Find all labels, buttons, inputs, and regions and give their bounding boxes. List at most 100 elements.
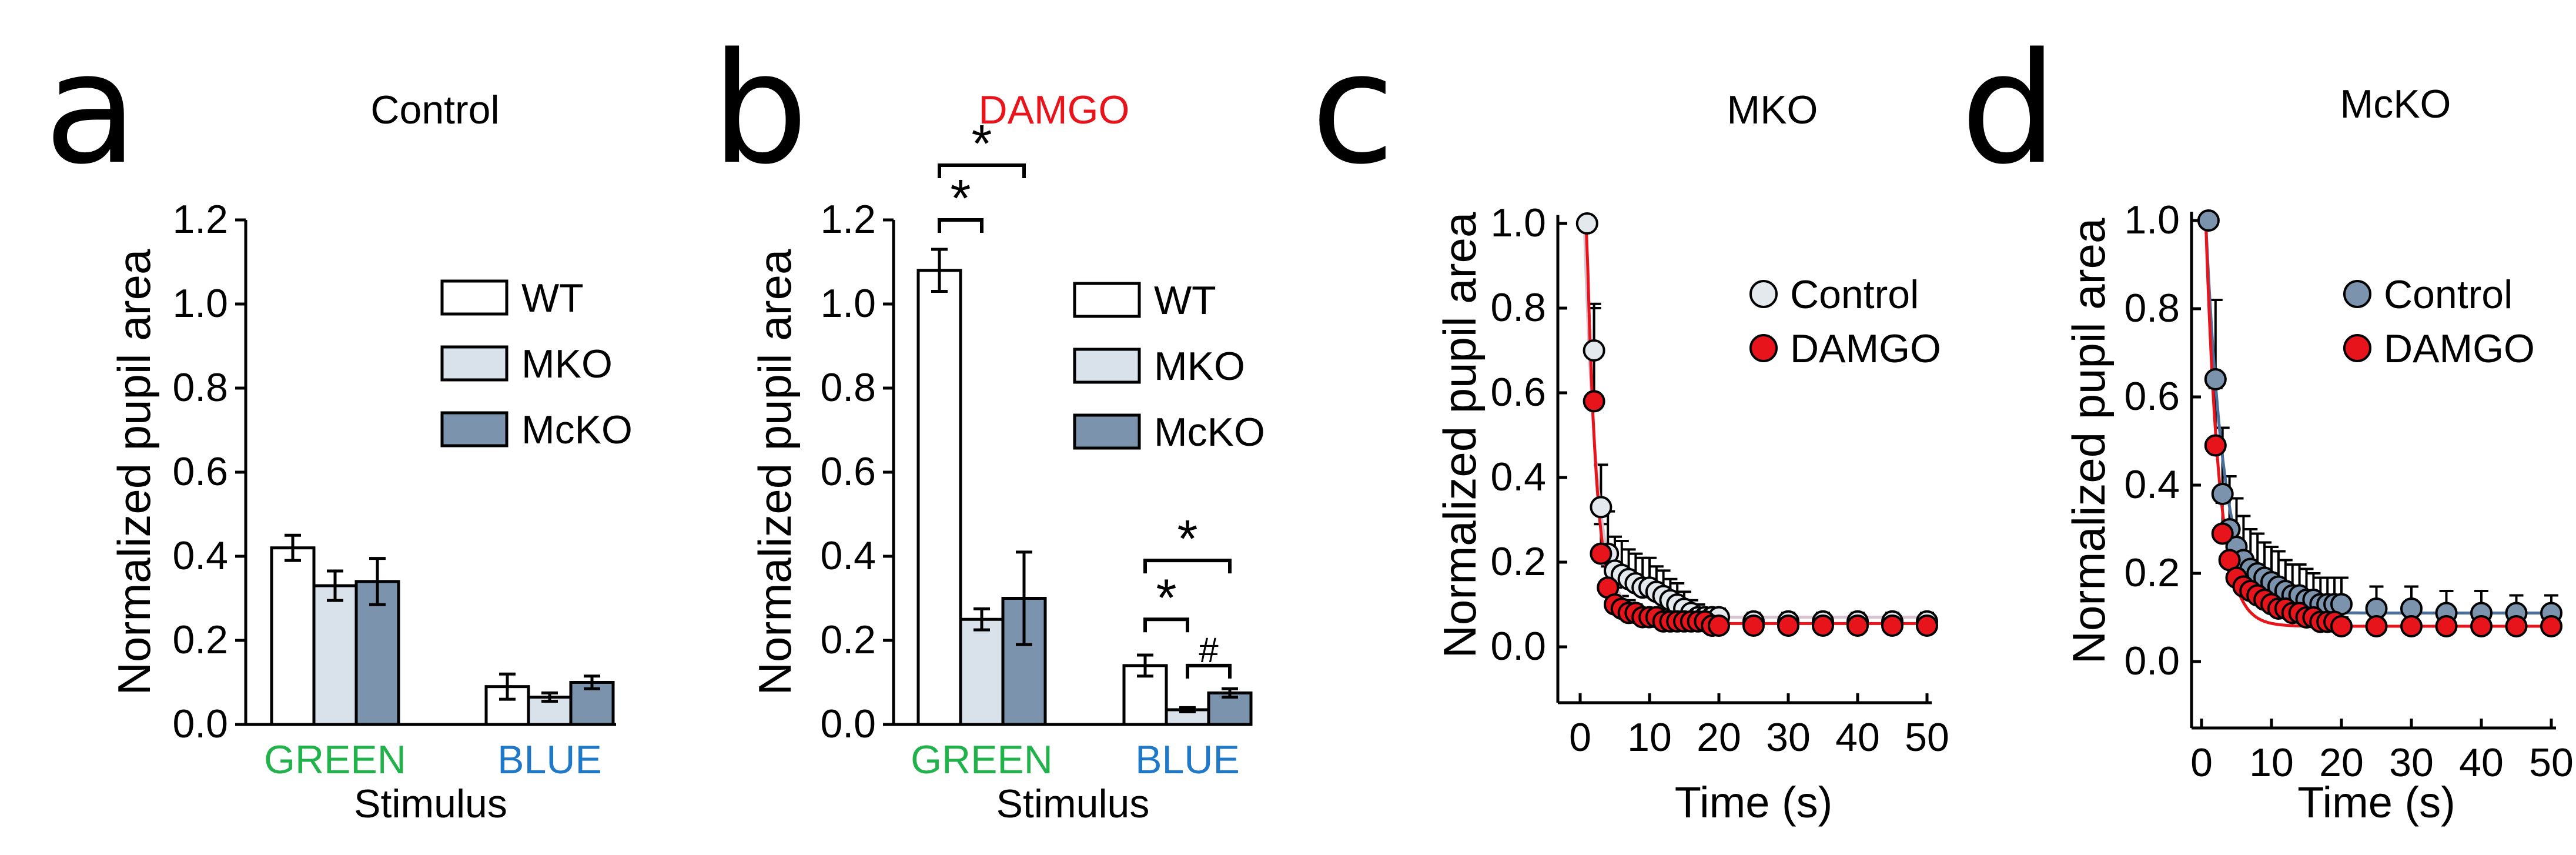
panel-label-b: b — [711, 21, 808, 198]
y-tick-label: 0.8 — [2124, 286, 2180, 330]
y-tick-label: 0.2 — [1490, 539, 1546, 584]
data-point — [2211, 522, 2234, 545]
y-tick-label: 0.4 — [820, 533, 876, 578]
legend-label: MKO — [1154, 344, 1245, 389]
legend-label: WT — [521, 276, 584, 320]
x-tick-label: 20 — [2319, 740, 2364, 785]
y-axis-label: Normalized pupil area — [108, 249, 160, 695]
y-tick-label: 0.4 — [2124, 462, 2180, 507]
chart-title: Control — [370, 88, 499, 132]
y-tick-label: 0.0 — [2124, 639, 2180, 683]
data-point — [2204, 434, 2227, 457]
bar — [312, 584, 358, 726]
x-tick-label: 30 — [2389, 740, 2434, 785]
data-point — [1881, 614, 1903, 637]
data-point — [1708, 614, 1730, 637]
data-point — [1575, 212, 1598, 235]
legend-marker — [1749, 334, 1778, 362]
legend-label: McKO — [1154, 410, 1265, 455]
y-tick-label: 0.2 — [172, 617, 228, 662]
panel-c: 0.0 0.2 0.4 0.6 0.8 1.0 0 10 20 30 40 50 MKO Time (s)… — [1434, 88, 1949, 827]
panel-label-d: d — [1961, 21, 2058, 198]
data-point — [2197, 209, 2220, 232]
x-axis-label: Stimulus — [354, 781, 507, 826]
bar — [270, 546, 316, 726]
data-point — [1916, 614, 1938, 637]
category-label: GREEN — [264, 737, 406, 782]
legend-swatch — [440, 279, 508, 316]
y-tick-label: 1.0 — [172, 281, 228, 326]
data-point — [1812, 614, 1834, 637]
x-tick-label: 40 — [2459, 740, 2504, 785]
legend-label: Control — [1790, 272, 1919, 317]
y-tick-label: 1.2 — [172, 197, 228, 242]
significance-marker: * — [971, 115, 992, 173]
y-tick-label: 0.8 — [172, 365, 228, 410]
data-point — [2505, 615, 2528, 637]
y-tick-label: 0.6 — [1490, 370, 1546, 415]
x-tick-label: 50 — [1905, 715, 1949, 760]
legend-swatch — [1073, 413, 1141, 450]
y-tick-label: 1.2 — [820, 197, 876, 242]
significance-bracket — [1143, 617, 1189, 633]
legend-marker — [1749, 280, 1778, 308]
legend-swatch — [440, 411, 508, 447]
y-tick-label: 0.6 — [2124, 374, 2180, 419]
legend-label: WT — [1154, 278, 1216, 323]
significance-bracket — [1143, 559, 1232, 574]
y-tick-label: 1.0 — [1490, 201, 1546, 245]
category-label: GREEN — [911, 737, 1053, 782]
category-label: BLUE — [497, 737, 602, 782]
significance-bracket — [938, 163, 1026, 179]
x-tick-label: 50 — [2529, 740, 2574, 785]
x-axis-label: Stimulus — [996, 781, 1150, 826]
panel-a: 0.0 0.2 0.4 0.6 0.8 1.0 1.2 Control Normalized p… — [108, 88, 633, 826]
panel-label-a: a — [44, 21, 138, 198]
panel-b: 0.0 0.2 0.4 0.6 0.8 1.0 1.2 DAMGO Normalized pup… — [749, 88, 1265, 826]
significance-bracket — [938, 218, 983, 233]
legend-label: DAMGO — [1790, 326, 1941, 371]
x-tick-label: 0 — [1569, 715, 1591, 760]
y-tick-label: 0.4 — [172, 533, 228, 578]
legend-label: DAMGO — [2384, 326, 2535, 371]
y-tick-label: 0.4 — [1490, 455, 1546, 499]
panel-d: 0.0 0.2 0.4 0.6 0.8 1.0 0 10 20 30 40 50 McKO Time (s… — [2063, 82, 2574, 827]
data-point — [2435, 615, 2458, 637]
data-point — [2211, 483, 2234, 505]
y-tick-label: 0.0 — [820, 702, 876, 746]
x-tick-label: 30 — [1766, 715, 1811, 760]
y-tick-label: 0.2 — [820, 617, 876, 662]
legend-label: McKO — [521, 408, 633, 452]
data-point — [1742, 614, 1765, 637]
x-tick-label: 40 — [1835, 715, 1880, 760]
legend-swatch — [1073, 282, 1141, 318]
legend-marker — [2343, 280, 2371, 308]
legend-marker — [2343, 334, 2371, 362]
chart-title: DAMGO — [979, 88, 1130, 132]
legend-swatch — [1073, 348, 1141, 384]
y-tick-label: 0.6 — [820, 449, 876, 494]
significance-marker: * — [1177, 510, 1197, 569]
y-tick-label: 0.0 — [1490, 624, 1546, 669]
y-tick-label: 0.8 — [1490, 285, 1546, 330]
x-axis-label: Time (s) — [1675, 778, 1833, 827]
significance-marker: # — [1199, 630, 1219, 670]
panel-label-c: c — [1311, 21, 1395, 198]
significance-marker: * — [1156, 569, 1176, 627]
y-axis-label: Normalized pupil area — [2063, 218, 2115, 664]
x-tick-label: 0 — [2190, 740, 2213, 785]
data-point — [2470, 615, 2493, 637]
x-tick-label: 20 — [1697, 715, 1741, 760]
data-point — [1846, 614, 1869, 637]
data-point — [2365, 615, 2388, 637]
chart-title: McKO — [2340, 82, 2451, 126]
y-tick-label: 0.2 — [2124, 550, 2180, 595]
y-tick-label: 0.8 — [820, 365, 876, 410]
data-point — [2330, 615, 2353, 637]
data-point — [2204, 368, 2227, 390]
data-point — [2540, 615, 2562, 637]
x-tick-label: 10 — [1627, 715, 1672, 760]
x-tick-label: 10 — [2249, 740, 2294, 785]
data-point — [1590, 542, 1612, 565]
